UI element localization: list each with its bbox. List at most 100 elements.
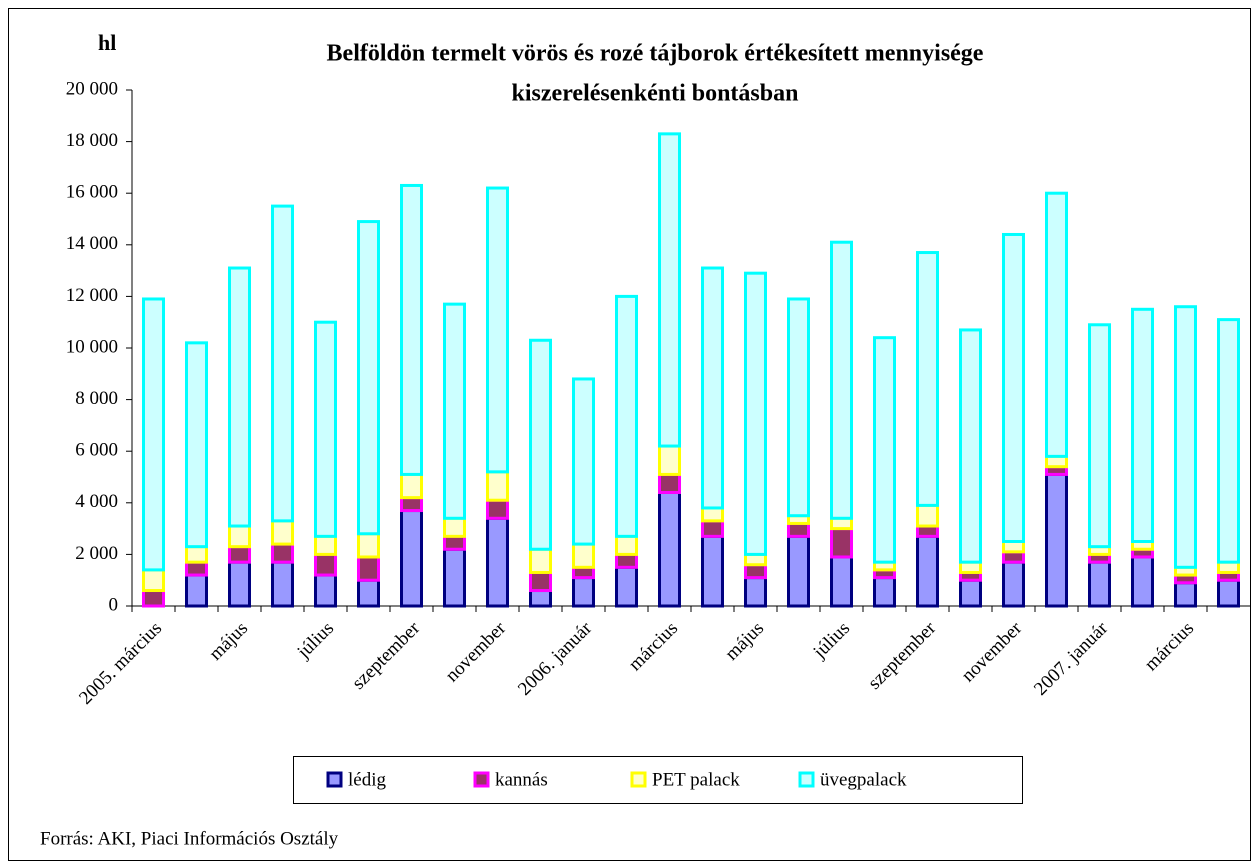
bar-segment <box>959 328 982 564</box>
bar-segment <box>443 516 466 538</box>
bar-segment <box>185 573 208 608</box>
legend-swatch <box>630 771 647 788</box>
y-tick-label: 6 000 <box>75 440 118 461</box>
legend-label: PET palack <box>652 769 740 790</box>
bar-segment <box>830 555 853 608</box>
bar-segment <box>615 552 638 569</box>
y-tick-label: 14 000 <box>66 233 118 254</box>
bar-segment <box>443 302 466 520</box>
bar-segment <box>486 498 509 520</box>
bar-segment <box>572 576 595 608</box>
bar-segment <box>486 186 509 474</box>
y-tick-label: 20 000 <box>66 78 118 99</box>
bar-segment <box>228 266 251 528</box>
bar-segment <box>443 534 466 551</box>
bar-segment <box>314 534 337 556</box>
y-tick-label: 16 000 <box>66 182 118 203</box>
legend <box>293 756 1023 804</box>
bar-segment <box>1088 560 1111 608</box>
bar-segment <box>1088 323 1111 549</box>
legend-label: üvegpalack <box>820 769 907 790</box>
bar-segment <box>1002 550 1025 564</box>
bar-segment <box>1217 560 1240 574</box>
bar-segment <box>830 527 853 559</box>
bar-segment <box>572 377 595 546</box>
bar-segment <box>228 560 251 608</box>
bar-segment <box>916 524 939 538</box>
bar-segment <box>1174 581 1197 608</box>
bar-segment <box>1045 454 1068 469</box>
bar-segment <box>572 565 595 580</box>
bar-segment <box>185 545 208 564</box>
bar-segment <box>486 516 509 608</box>
bar-segment <box>529 547 552 574</box>
y-tick-label: 12 000 <box>66 285 118 306</box>
legend-label: lédig <box>348 769 386 790</box>
bar-segment <box>1217 318 1240 564</box>
y-tick-label: 8 000 <box>75 388 118 409</box>
bar-segment <box>529 570 552 593</box>
bar-segment <box>314 573 337 608</box>
legend-swatch <box>798 771 815 788</box>
bar-segment <box>830 240 853 520</box>
bar-segment <box>314 552 337 577</box>
legend-swatch <box>473 771 490 788</box>
bar-segment <box>142 568 165 593</box>
bar-segment <box>787 297 810 518</box>
bar-segment <box>873 336 896 564</box>
y-axis-label: hl <box>98 30 116 55</box>
bar-segment <box>1002 540 1025 554</box>
bar-segment <box>615 534 638 556</box>
bar-segment <box>1174 305 1197 569</box>
bar-segment <box>529 338 552 551</box>
bar-segment <box>658 132 681 448</box>
bar-segment <box>658 472 681 494</box>
bar-segment <box>271 204 294 523</box>
bar-segment <box>744 552 767 567</box>
bar-segment <box>658 490 681 608</box>
bar-segment <box>744 271 767 556</box>
bar-segment <box>873 576 896 608</box>
bar-segment <box>400 183 423 476</box>
bar-segment <box>658 444 681 476</box>
bar-segment <box>744 576 767 608</box>
bar-segment <box>1002 560 1025 608</box>
bar-segment <box>357 555 380 582</box>
bar-segment <box>701 519 724 538</box>
y-tick-label: 10 000 <box>66 336 118 357</box>
y-tick-label: 0 <box>109 594 119 615</box>
bar-segment <box>916 503 939 528</box>
bar-segment <box>1002 232 1025 543</box>
y-tick-label: 18 000 <box>66 130 118 151</box>
bar-segment <box>1045 191 1068 458</box>
bar-segment <box>1217 578 1240 608</box>
bar-segment <box>228 545 251 564</box>
bar-segment <box>228 524 251 549</box>
bar-segment <box>443 547 466 608</box>
bar-segment <box>1045 472 1068 608</box>
bar-segment <box>916 534 939 608</box>
bar-segment <box>357 578 380 608</box>
y-tick-label: 2 000 <box>75 543 118 564</box>
legend-label: kannás <box>495 769 548 790</box>
bar-segment <box>787 521 810 538</box>
bar-segment <box>185 341 208 549</box>
y-tick-label: 4 000 <box>75 491 118 512</box>
bar-segment <box>701 506 724 523</box>
bar-segment <box>271 560 294 608</box>
bar-segment <box>916 251 939 507</box>
bar-segment <box>959 578 982 608</box>
bar-segment <box>701 534 724 608</box>
bar-segment <box>357 532 380 559</box>
bar-segment <box>314 320 337 538</box>
bar-segment <box>142 589 165 608</box>
bar-segment <box>744 563 767 580</box>
bar-segment <box>400 509 423 608</box>
bar-segment <box>271 542 294 564</box>
bar-segment <box>830 516 853 531</box>
bar-segment <box>615 565 638 608</box>
bar-segment <box>185 560 208 577</box>
bar-segment <box>787 534 810 608</box>
bar-segment <box>529 589 552 608</box>
